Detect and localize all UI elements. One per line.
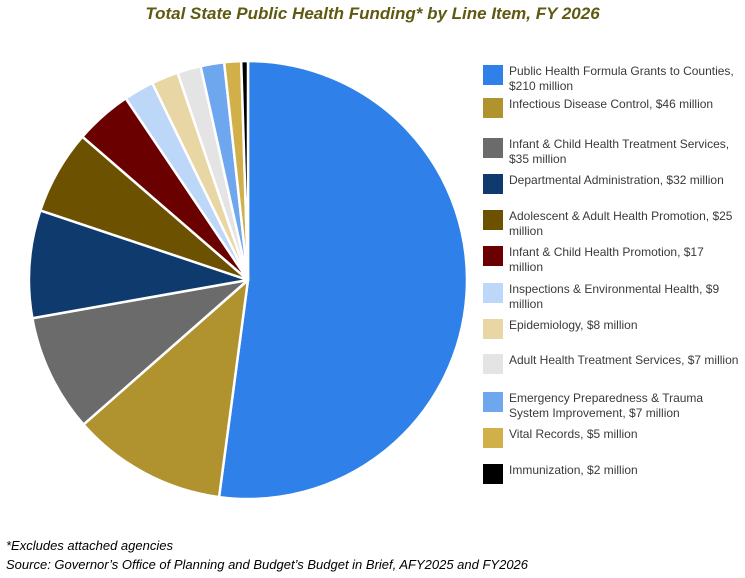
legend-swatch	[483, 283, 503, 303]
legend-swatch	[483, 65, 503, 85]
legend-swatch	[483, 210, 503, 230]
legend-swatch	[483, 98, 503, 118]
legend-swatch	[483, 138, 503, 158]
legend-item-12: Immunization, $2 million	[483, 463, 741, 484]
legend-item-1: Public Health Formula Grants to Counties…	[483, 64, 741, 94]
legend-label: Inspections & Environmental Health, $9 m…	[509, 282, 720, 311]
legend-item-5: Adolescent & Adult Health Promotion, $25…	[483, 209, 741, 239]
pie-slice-1	[217, 59, 469, 501]
legend-item-4: Departmental Administration, $32 million	[483, 173, 741, 194]
legend-label: Immunization, $2 million	[509, 463, 638, 477]
legend-label: Epidemiology, $8 million	[509, 318, 638, 332]
pie-slice-4	[27, 209, 250, 320]
legend-label: Adult Health Treatment Services, $7 mill…	[509, 353, 739, 367]
legend-label: Infant & Child Health Promotion, $17 mil…	[509, 245, 704, 274]
legend-swatch	[483, 392, 503, 412]
legend-label: Infectious Disease Control, $46 million	[509, 97, 714, 111]
pie-slice-2	[82, 278, 250, 499]
legend-label: Departmental Administration, $32 million	[509, 173, 724, 187]
legend-swatch	[483, 464, 503, 484]
pie-slice-3	[31, 278, 250, 426]
legend-swatch	[483, 174, 503, 194]
legend-swatch	[483, 354, 503, 374]
footnote-source: Source: Governor’s Office of Planning an…	[6, 557, 529, 572]
legend-label: Emergency Preparedness & Trauma System I…	[509, 391, 704, 420]
legend-swatch	[483, 319, 503, 339]
legend-item-2: Infectious Disease Control, $46 million	[483, 97, 741, 118]
pie-slice-12	[239, 59, 250, 282]
legend-item-8: Epidemiology, $8 million	[483, 318, 741, 339]
legend-item-7: Inspections & Environmental Health, $9 m…	[483, 282, 741, 312]
chart-title: Total State Public Health Funding* by Li…	[145, 4, 600, 23]
legend-swatch	[483, 428, 503, 448]
legend-item-6: Infant & Child Health Promotion, $17 mil…	[483, 245, 741, 275]
legend-item-3: Infant & Child Health Treatment Services…	[483, 137, 741, 167]
legend-label: Adolescent & Adult Health Promotion, $25…	[509, 209, 733, 238]
footnote-exclusion: *Excludes attached agencies	[6, 538, 173, 553]
legend-label: Vital Records, $5 million	[509, 427, 638, 441]
legend-item-9: Adult Health Treatment Services, $7 mill…	[483, 353, 741, 374]
legend-item-10: Emergency Preparedness & Trauma System I…	[483, 391, 741, 421]
legend-label: Public Health Formula Grants to Counties…	[509, 64, 734, 93]
legend-swatch	[483, 246, 503, 266]
legend-label: Infant & Child Health Treatment Services…	[509, 137, 730, 166]
legend-item-11: Vital Records, $5 million	[483, 427, 741, 448]
